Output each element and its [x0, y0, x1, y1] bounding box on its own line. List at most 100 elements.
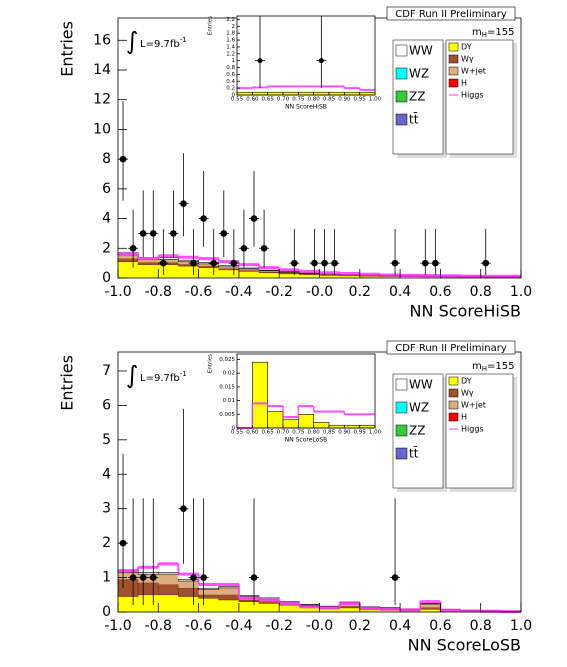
histogram-bar	[218, 265, 240, 268]
histogram-bar	[298, 91, 314, 96]
legend-swatch	[448, 388, 459, 398]
histogram-bar	[299, 272, 320, 274]
data-point	[391, 259, 399, 267]
x-tick-label: 0.90	[338, 97, 351, 103]
legend-swatch	[395, 424, 408, 437]
x-axis-title: NN ScoreLoSB	[408, 636, 521, 655]
data-point	[432, 259, 439, 267]
legend-label: W+jet	[461, 67, 486, 76]
y-tick-label: 12	[93, 92, 111, 108]
histogram-bar	[198, 587, 220, 590]
data-point	[190, 574, 197, 581]
mass-value: =155	[487, 27, 514, 38]
histogram-bar	[117, 578, 139, 597]
histogram-bar	[440, 276, 461, 278]
data-point	[180, 200, 187, 208]
lumi-superscript: -1	[180, 370, 187, 378]
y-tick-label: 0.015	[219, 384, 235, 390]
histogram-bar	[117, 258, 139, 262]
histogram-bar	[420, 276, 441, 278]
mass-symbol: m	[472, 27, 482, 38]
x-tick-label: 0.2	[349, 618, 371, 634]
x-tick-label: 0.4	[389, 618, 411, 634]
x-tick-label: 0.8	[470, 618, 492, 634]
x-tick-label: -0.6	[185, 284, 212, 300]
x-tick-label: -0.4	[225, 618, 252, 634]
histogram-bar	[299, 274, 320, 278]
histogram-bar	[339, 605, 361, 609]
x-tick-label: 0.90	[338, 430, 351, 436]
x-tick-label: 0.70	[277, 97, 290, 103]
histogram-bar	[198, 594, 220, 599]
data-point	[421, 259, 429, 267]
y-tick-label: 0	[102, 270, 111, 286]
data-point	[160, 259, 167, 267]
histogram-bar	[198, 265, 220, 268]
histogram-bar	[198, 262, 220, 265]
data-point	[482, 259, 490, 267]
histogram-bar	[282, 419, 299, 429]
histogram-bar	[138, 594, 159, 612]
histogram-bar	[279, 273, 300, 278]
histogram-bar	[278, 271, 300, 273]
lumi-label: L=9.7fb-1	[140, 36, 187, 50]
legend-label: H	[461, 413, 467, 422]
y-tick-label: 1	[102, 570, 111, 586]
x-tick-label: 1.00	[369, 97, 382, 103]
y-axis-title: Entries	[58, 355, 77, 411]
x-tick-label: 0.80	[308, 430, 321, 436]
histogram-bar	[359, 609, 380, 612]
data-point	[210, 259, 218, 267]
mass-value: =155	[487, 361, 514, 372]
data-point	[200, 574, 207, 581]
y-tick-label: 1.6	[226, 38, 235, 44]
data-point	[230, 259, 238, 267]
data-point	[291, 259, 298, 267]
histogram-bar	[158, 594, 179, 612]
x-tick-label: -0.2	[266, 618, 293, 634]
histogram-bar	[198, 598, 219, 612]
y-tick-label: 8	[102, 151, 111, 167]
lumi-text: L=9.7fb	[140, 373, 180, 384]
y-tick-label: 6	[102, 397, 111, 413]
legend-label: WW	[409, 378, 433, 392]
x-tick-label: 0.85	[323, 430, 336, 436]
x-tick-label: -0.8	[145, 618, 172, 634]
histogram-bar	[420, 609, 441, 612]
lumi-text: L=9.7fb	[140, 39, 180, 50]
histogram-bar	[252, 361, 268, 429]
legend-label: WW	[409, 44, 433, 58]
legend-label: tt̄	[409, 446, 419, 460]
histogram-bar	[178, 259, 199, 262]
x-tick-label: 0.8	[470, 284, 492, 300]
y-tick-label: 10	[93, 121, 111, 137]
histogram-bar	[138, 264, 159, 278]
histogram-bar	[359, 91, 376, 96]
histogram-bar	[198, 267, 219, 278]
legend-swatch	[448, 412, 459, 422]
histogram-bar	[328, 91, 345, 96]
data-point	[257, 58, 263, 64]
histogram-bar	[319, 608, 340, 612]
x-tick-label: -0.8	[145, 284, 172, 300]
histogram-bar	[218, 594, 240, 601]
histogram-bar	[137, 572, 159, 575]
legend-label: Higgs	[461, 91, 484, 100]
histogram-bar	[420, 604, 441, 608]
legend-swatch	[395, 113, 408, 126]
mass-label: mH=155	[472, 27, 514, 39]
data-point	[391, 574, 399, 581]
y-tick-label: 6	[102, 181, 111, 197]
y-tick-label: 0.8	[226, 65, 235, 71]
histogram-bar	[178, 261, 199, 265]
y-tick-label: 0.2	[226, 86, 235, 92]
histogram-bar	[339, 607, 360, 612]
legend-swatch	[395, 67, 408, 80]
data-point	[149, 230, 157, 237]
x-tick-label: 0.85	[323, 97, 336, 103]
histogram-bar	[379, 609, 401, 612]
histogram-bar	[198, 589, 219, 595]
x-tick-label: 0.55	[231, 430, 244, 436]
histogram-bar	[218, 266, 239, 269]
